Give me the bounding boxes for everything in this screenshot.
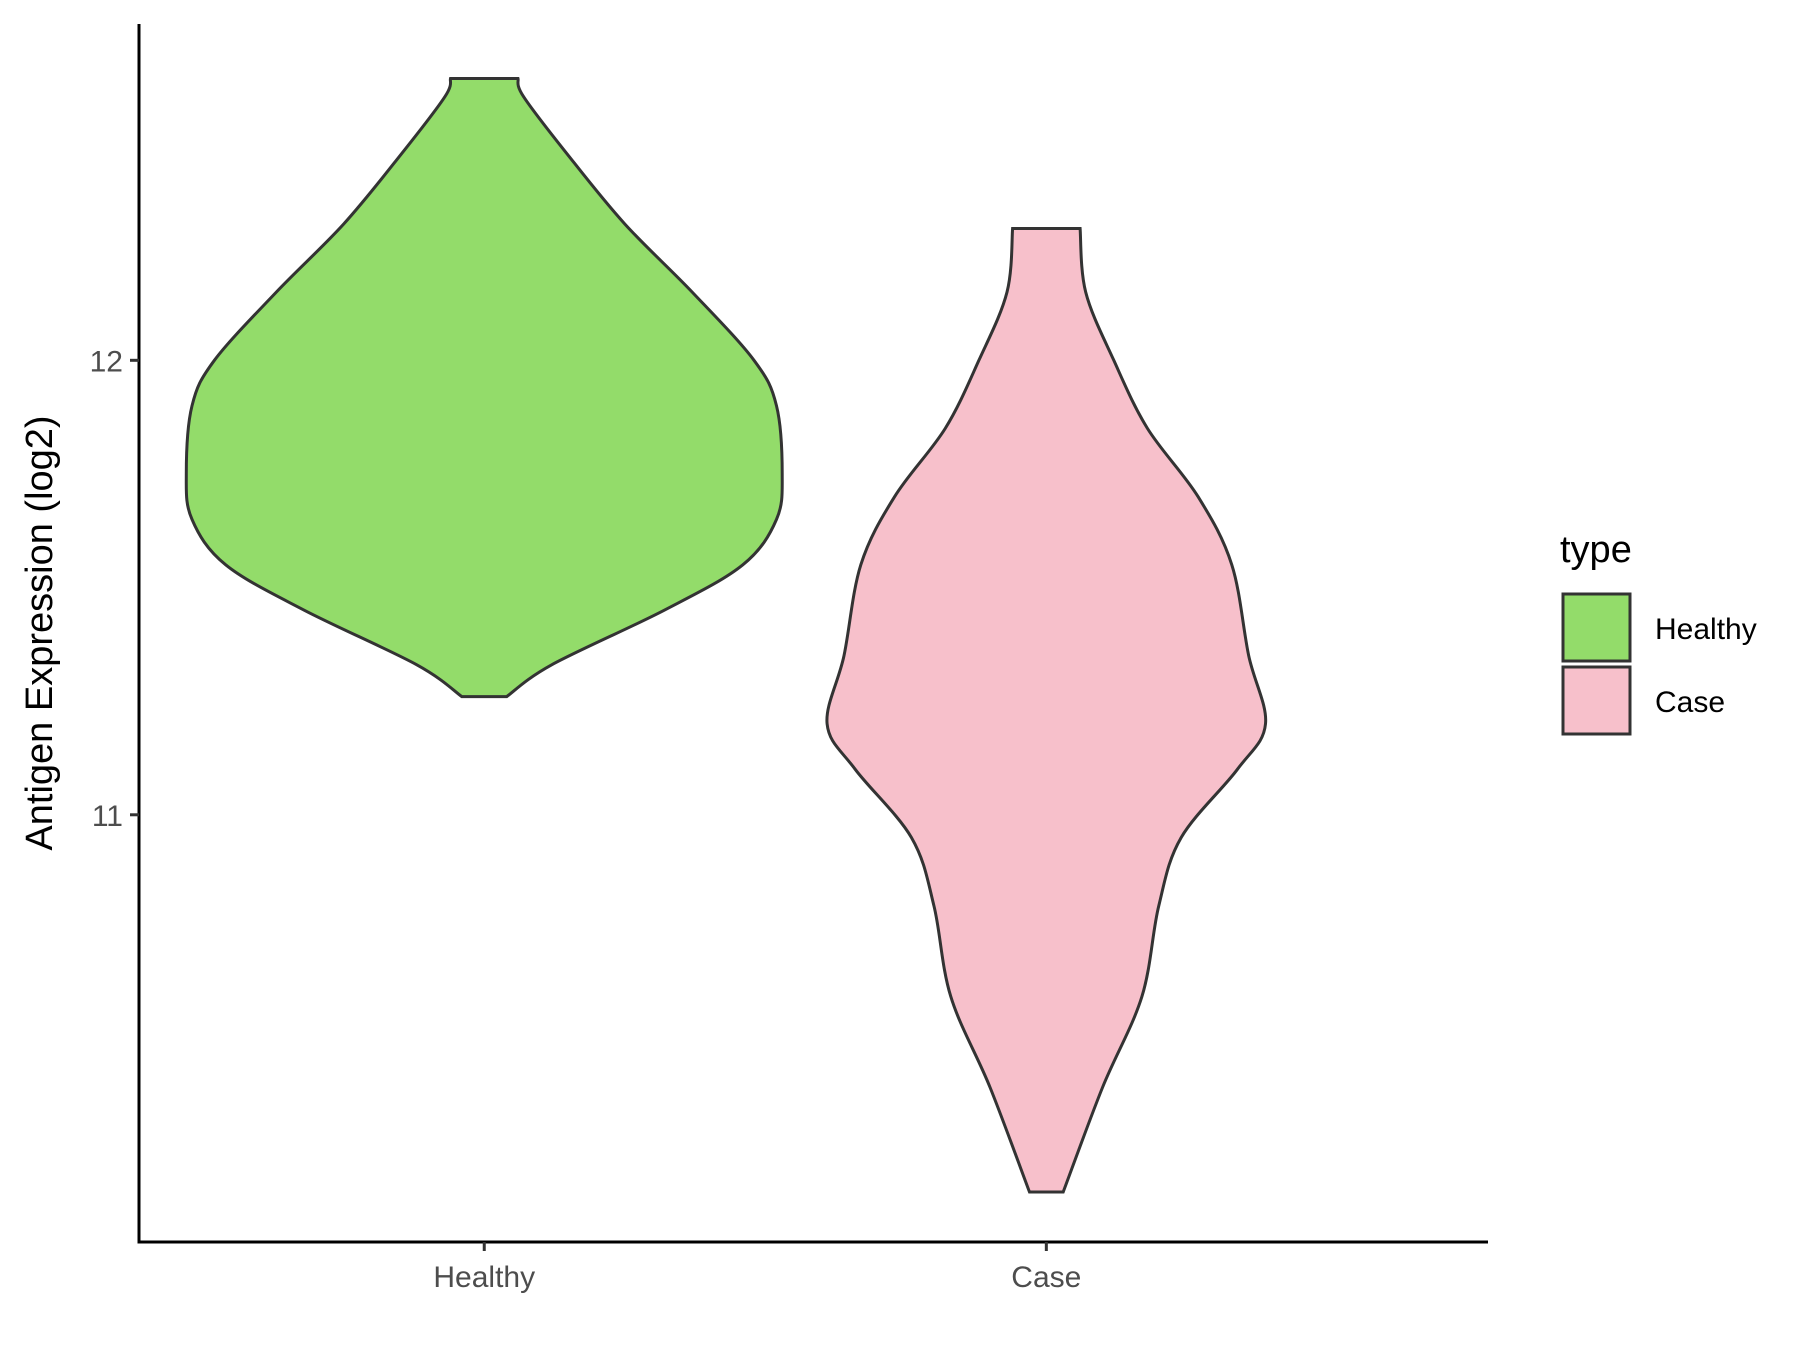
legend-key-case	[1561, 665, 1632, 736]
legend-key-healthy	[1561, 592, 1632, 663]
legend-title: type	[1560, 529, 1632, 571]
legend: type Healthy Case	[1560, 529, 1757, 736]
y-axis-title: Antigen Expression (log2)	[19, 415, 61, 850]
legend-label-healthy: Healthy	[1655, 613, 1757, 646]
violin-case	[825, 227, 1268, 1194]
legend-label-case: Case	[1655, 686, 1725, 719]
violins-group	[184, 77, 1268, 1194]
y-tick-label: 11	[92, 800, 123, 833]
x-tick-label: Healthy	[433, 1261, 535, 1294]
y-tick-label: 12	[90, 345, 123, 378]
y-ticks-group: 11 12	[90, 345, 139, 833]
violin-healthy	[184, 77, 784, 699]
x-ticks-group: Healthy Case	[433, 1242, 1081, 1294]
x-tick-label: Case	[1011, 1261, 1081, 1294]
